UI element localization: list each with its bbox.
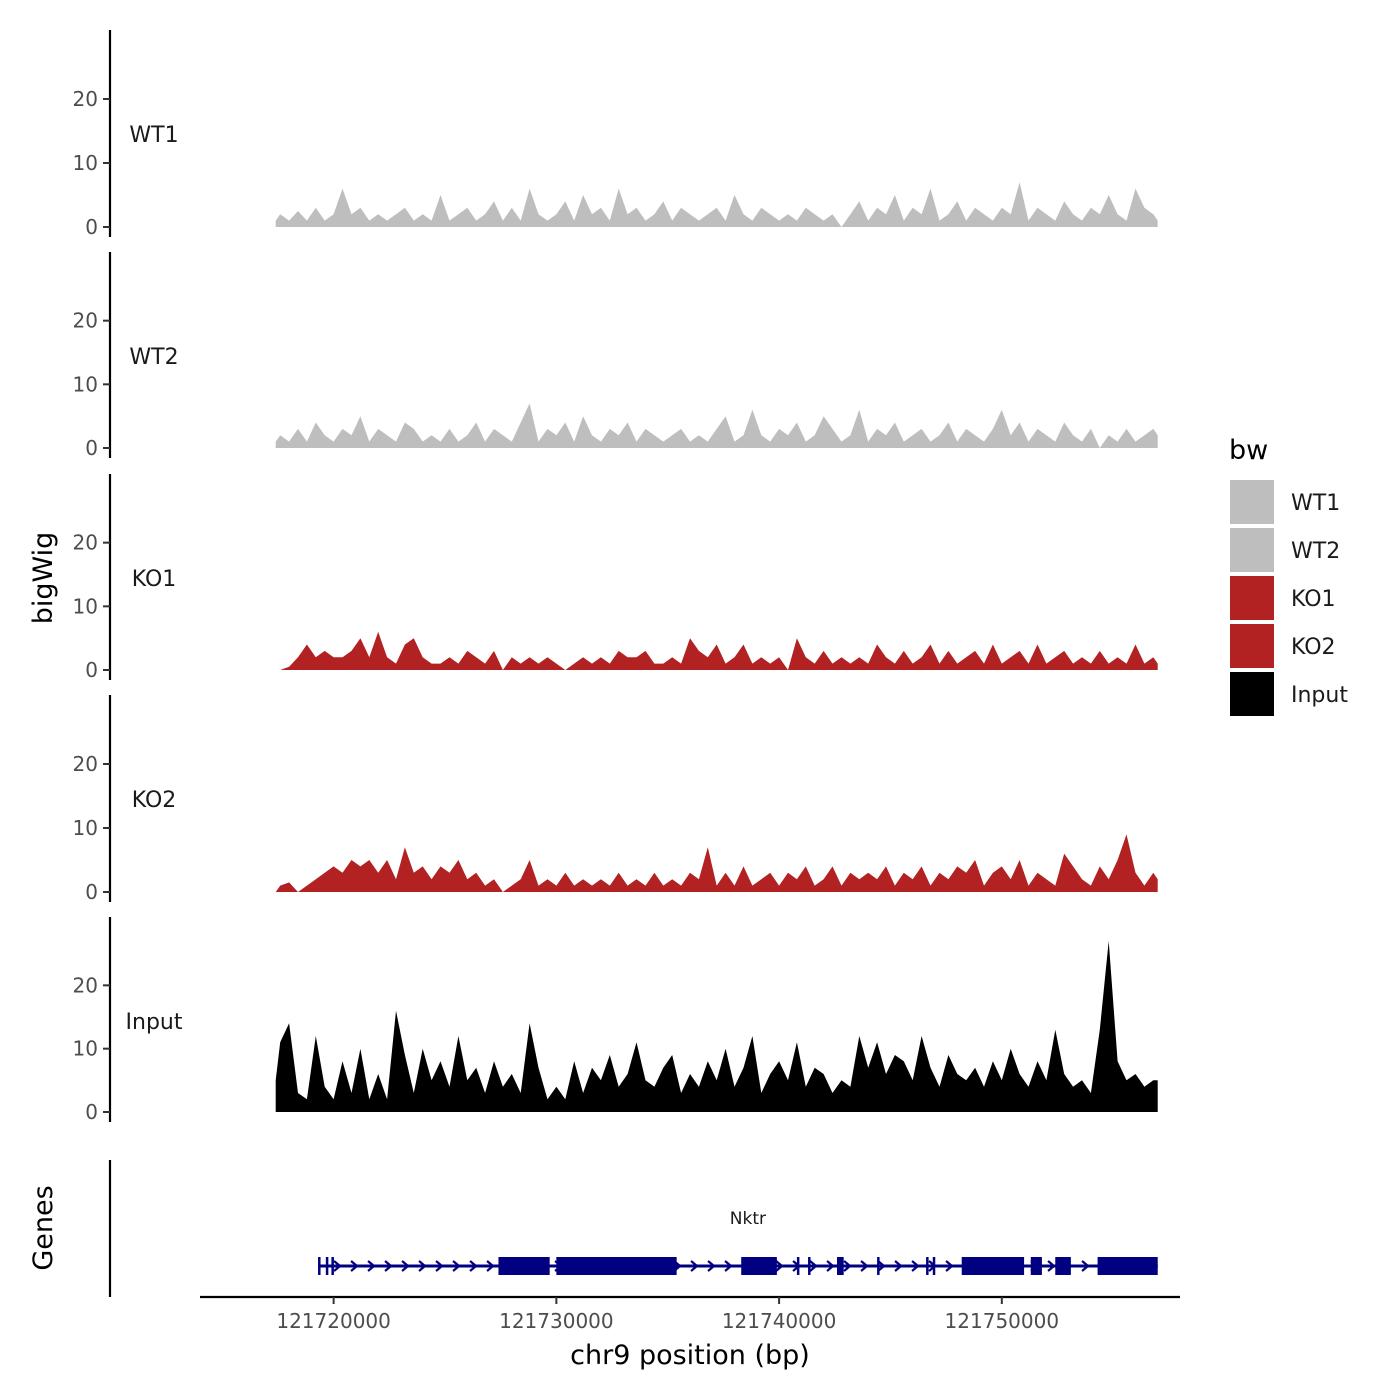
strand-arrow xyxy=(894,1260,903,1272)
y-tick-label: 0 xyxy=(85,658,98,682)
y-tick-label: 10 xyxy=(73,594,98,618)
x-axis: 121720000 121730000 121740000 121750000 chr9… xyxy=(200,1295,1180,1371)
legend-key xyxy=(1230,624,1274,668)
y-tick-label: 20 xyxy=(73,309,98,333)
gene-exon xyxy=(556,1257,677,1275)
gene-exon xyxy=(331,1257,334,1275)
legend-label: KO2 xyxy=(1291,635,1336,660)
y-axis-title: bigWig xyxy=(28,532,59,625)
strand-arrow xyxy=(469,1260,478,1272)
strand-arrow xyxy=(809,1260,818,1272)
gene-exon xyxy=(498,1257,550,1275)
strand-arrow xyxy=(350,1260,359,1272)
strand-arrow xyxy=(911,1260,920,1272)
gene-exon xyxy=(932,1257,936,1275)
track-label: WT1 xyxy=(129,123,178,148)
strand-arrow xyxy=(860,1260,869,1272)
x-tick-label: 121750000 xyxy=(945,1309,1060,1333)
gene-exon xyxy=(1097,1257,1158,1275)
gene-exon xyxy=(837,1257,844,1275)
track-ko1: 0 10 20 KO1 xyxy=(73,474,1158,682)
y-tick-label: 20 xyxy=(73,87,98,111)
x-tick-label: 121720000 xyxy=(276,1309,391,1333)
legend-label: WT1 xyxy=(1291,491,1340,516)
strand-arrow xyxy=(707,1260,716,1272)
legend-label: WT2 xyxy=(1291,539,1340,564)
strand-arrow xyxy=(418,1260,427,1272)
y-tick-label: 10 xyxy=(73,816,98,840)
strand-arrow xyxy=(775,1260,784,1272)
x-tick-label: 121740000 xyxy=(722,1309,837,1333)
gene-exon xyxy=(318,1257,321,1275)
y-tick-label: 20 xyxy=(73,973,98,997)
gene-exon xyxy=(796,1257,800,1275)
gene-exon xyxy=(961,1257,1025,1275)
strand-arrow xyxy=(1081,1260,1090,1272)
series-area-ko2 xyxy=(275,834,1158,892)
genes-axis-title: Genes xyxy=(28,1185,59,1270)
y-tick-label: 0 xyxy=(85,436,98,460)
y-tick-label: 0 xyxy=(85,215,98,239)
track-label: KO1 xyxy=(132,567,177,592)
track-label: KO2 xyxy=(132,788,177,813)
y-tick-label: 20 xyxy=(73,752,98,776)
strand-arrow xyxy=(724,1260,733,1272)
strand-arrow xyxy=(690,1260,699,1272)
gene-exon xyxy=(741,1257,777,1275)
strand-arrow xyxy=(877,1260,886,1272)
track-wt2: 0 10 20 WT2 xyxy=(73,252,1158,460)
gene-exon xyxy=(877,1257,880,1275)
x-axis-title: chr9 position (bp) xyxy=(570,1340,810,1371)
y-tick-label: 10 xyxy=(73,372,98,396)
strand-arrow xyxy=(826,1260,835,1272)
gene-exon xyxy=(808,1257,811,1275)
y-tick-label: 0 xyxy=(85,880,98,904)
legend-label: Input xyxy=(1291,683,1348,708)
strand-arrow xyxy=(452,1260,461,1272)
track-input: 0 10 20 Input xyxy=(73,917,1158,1124)
y-tick-label: 10 xyxy=(73,151,98,175)
gene-exon xyxy=(325,1257,329,1275)
track-label: Input xyxy=(126,1010,183,1035)
legend-key xyxy=(1230,480,1274,524)
y-tick-label: 20 xyxy=(73,531,98,555)
genes-panel: Genes Nktr xyxy=(28,1160,1158,1297)
series-area-input xyxy=(275,941,1158,1112)
legend-key xyxy=(1230,672,1274,716)
gene-exon xyxy=(926,1257,929,1275)
y-tick-label: 10 xyxy=(73,1037,98,1061)
track-ko2: 0 10 20 KO2 xyxy=(73,695,1158,904)
x-tick-label: 121730000 xyxy=(499,1309,614,1333)
track-wt1: 0 10 20 WT1 xyxy=(73,30,1158,239)
legend-label: KO1 xyxy=(1291,587,1336,612)
series-area-ko1 xyxy=(275,631,1158,670)
gene-exon xyxy=(1055,1257,1071,1275)
legend-key xyxy=(1230,576,1274,620)
strand-arrow xyxy=(945,1260,954,1272)
strand-arrow xyxy=(401,1260,410,1272)
strand-arrow xyxy=(367,1260,376,1272)
y-tick-label: 0 xyxy=(85,1100,98,1124)
track-label: WT2 xyxy=(129,345,178,370)
legend: bw WT1 WT2 KO1 KO2 Input xyxy=(1229,435,1348,716)
strand-arrow xyxy=(384,1260,393,1272)
strand-arrow xyxy=(486,1260,495,1272)
series-area-wt2 xyxy=(275,403,1158,448)
legend-title: bw xyxy=(1229,435,1268,466)
strand-arrow xyxy=(1047,1260,1056,1272)
legend-key xyxy=(1230,528,1274,572)
strand-arrow xyxy=(843,1260,852,1272)
strand-arrow xyxy=(435,1260,444,1272)
series-area-wt1 xyxy=(275,182,1158,227)
gene-label: Nktr xyxy=(730,1209,766,1229)
gene-exon xyxy=(1030,1257,1042,1275)
strand-arrow xyxy=(333,1260,342,1272)
